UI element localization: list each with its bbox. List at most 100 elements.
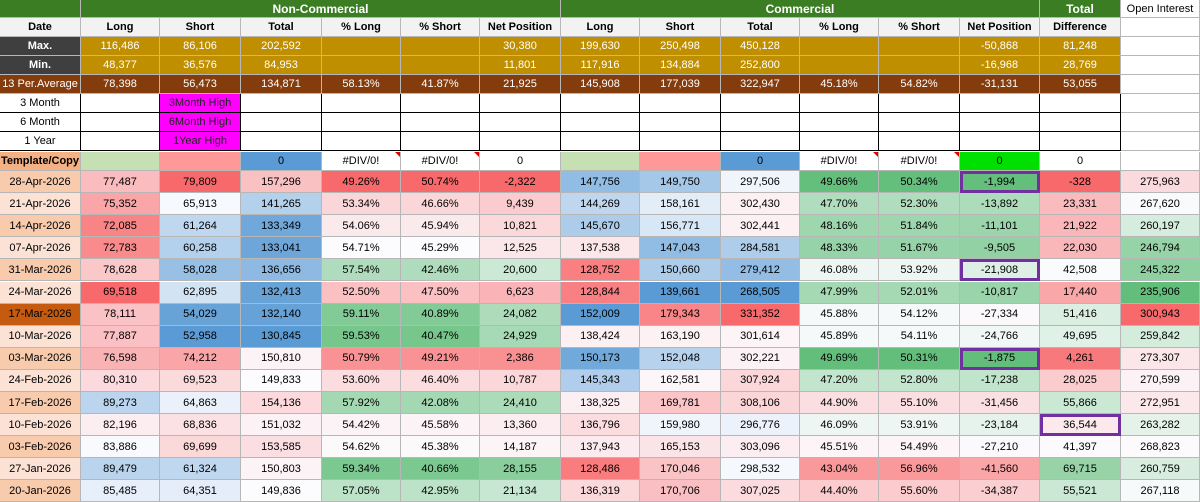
total-header[interactable]: Total (1040, 0, 1121, 18)
data-cell[interactable]: 78,111 (81, 303, 160, 326)
summary-blank[interactable] (1121, 75, 1200, 94)
data-cell[interactable]: 52.50% (322, 281, 401, 304)
data-cell[interactable]: 54.49% (879, 436, 960, 459)
data-cell[interactable]: 21,922 (1040, 215, 1121, 238)
template-cell[interactable]: 0 (1040, 152, 1121, 171)
data-cell[interactable]: 54,029 (160, 303, 241, 326)
date-cell[interactable]: 14-Apr-2026 (0, 215, 81, 238)
period-label-1[interactable]: 6 Month (0, 113, 81, 132)
summary-cell[interactable]: 250,498 (640, 37, 721, 56)
data-cell[interactable]: 42.46% (401, 259, 480, 282)
commercial-header[interactable]: Commercial (561, 0, 1040, 18)
period-cell[interactable] (241, 132, 322, 151)
data-cell[interactable]: 20,600 (480, 259, 561, 282)
period-cell[interactable] (879, 132, 960, 151)
date-cell[interactable]: 03-Feb-2026 (0, 436, 81, 459)
data-cell[interactable]: 64,863 (160, 392, 241, 415)
data-cell[interactable]: 54.06% (322, 215, 401, 238)
summary-cell[interactable]: 134,871 (241, 75, 322, 94)
data-cell[interactable]: 43.04% (800, 458, 879, 481)
summary-cell[interactable] (322, 56, 401, 75)
template-cell[interactable]: #DIV/0! (879, 152, 960, 171)
data-cell[interactable]: 147,756 (561, 171, 640, 194)
period-cell[interactable] (401, 94, 480, 113)
data-cell[interactable]: -27,334 (960, 303, 1040, 326)
data-cell[interactable]: 22,030 (1040, 237, 1121, 260)
data-cell[interactable]: 260,197 (1121, 215, 1200, 238)
template-cell[interactable]: 0 (960, 152, 1040, 171)
period-cell[interactable] (1040, 94, 1121, 113)
period-cell[interactable] (81, 113, 160, 132)
data-cell[interactable]: 153,585 (241, 436, 322, 459)
data-cell[interactable]: 128,844 (561, 281, 640, 304)
data-cell[interactable]: 17,440 (1040, 281, 1121, 304)
data-cell[interactable]: 49.69% (800, 347, 879, 370)
column-header-8[interactable]: Short (640, 18, 721, 37)
data-cell[interactable]: 133,349 (241, 215, 322, 238)
data-cell[interactable]: 62,895 (160, 281, 241, 304)
period-cell[interactable] (640, 113, 721, 132)
data-cell[interactable]: 44.40% (800, 480, 879, 502)
data-cell[interactable]: 21,134 (480, 480, 561, 502)
data-cell[interactable]: 149,836 (241, 480, 322, 502)
data-cell[interactable]: 150,660 (640, 259, 721, 282)
data-cell[interactable]: 163,190 (640, 325, 721, 348)
data-cell[interactable]: 151,032 (241, 414, 322, 437)
date-cell[interactable]: 21-Apr-2026 (0, 193, 81, 216)
data-cell[interactable]: 42,508 (1040, 259, 1121, 282)
data-cell[interactable]: 24,929 (480, 325, 561, 348)
template-cell[interactable]: #DIV/0! (322, 152, 401, 171)
data-cell[interactable]: 162,581 (640, 369, 721, 392)
data-cell[interactable]: 260,759 (1121, 458, 1200, 481)
data-cell[interactable]: 54.12% (879, 303, 960, 326)
date-cell[interactable]: 03-Mar-2026 (0, 347, 81, 370)
data-cell[interactable]: 52.30% (879, 193, 960, 216)
summary-blank[interactable] (1121, 37, 1200, 56)
date-cell[interactable]: 20-Jan-2026 (0, 480, 81, 502)
data-cell[interactable]: 302,430 (721, 193, 800, 216)
period-cell[interactable] (480, 132, 561, 151)
data-cell[interactable]: 42.08% (401, 392, 480, 415)
data-cell[interactable]: 77,487 (81, 171, 160, 194)
data-cell[interactable]: 45.89% (800, 325, 879, 348)
period-cell[interactable] (800, 113, 879, 132)
date-cell[interactable]: 17-Feb-2026 (0, 392, 81, 415)
summary-cell[interactable]: 56,473 (160, 75, 241, 94)
period-blank[interactable] (1121, 132, 1200, 151)
period-cell[interactable] (561, 113, 640, 132)
data-cell[interactable]: -9,505 (960, 237, 1040, 260)
period-cell[interactable] (322, 132, 401, 151)
data-cell[interactable]: 50.79% (322, 347, 401, 370)
summary-blank[interactable] (1121, 56, 1200, 75)
data-cell[interactable]: 57.05% (322, 480, 401, 502)
data-cell[interactable]: 2,386 (480, 347, 561, 370)
column-header-13[interactable]: Difference (1040, 18, 1121, 37)
column-header-6[interactable]: Net Position (480, 18, 561, 37)
column-header-7[interactable]: Long (561, 18, 640, 37)
data-cell[interactable]: 159,980 (640, 414, 721, 437)
data-cell[interactable]: 55,521 (1040, 480, 1121, 502)
data-cell[interactable]: 165,153 (640, 436, 721, 459)
data-cell[interactable]: 89,479 (81, 458, 160, 481)
data-cell[interactable]: 150,803 (241, 458, 322, 481)
data-cell[interactable]: 69,715 (1040, 458, 1121, 481)
summary-cell[interactable]: -16,968 (960, 56, 1040, 75)
period-cell[interactable] (480, 113, 561, 132)
data-cell[interactable]: 51.67% (879, 237, 960, 260)
data-cell[interactable]: -328 (1040, 171, 1121, 194)
column-header-9[interactable]: Total (721, 18, 800, 37)
data-cell[interactable]: 169,781 (640, 392, 721, 415)
data-cell[interactable]: 76,598 (81, 347, 160, 370)
data-cell[interactable]: 23,331 (1040, 193, 1121, 216)
data-cell[interactable]: 297,506 (721, 171, 800, 194)
data-cell[interactable]: 54.42% (322, 414, 401, 437)
summary-cell[interactable]: 81,248 (1040, 37, 1121, 56)
data-cell[interactable]: 89,273 (81, 392, 160, 415)
data-cell[interactable]: 60,258 (160, 237, 241, 260)
data-cell[interactable]: 267,620 (1121, 193, 1200, 216)
date-cell[interactable]: 17-Mar-2026 (0, 303, 81, 326)
data-cell[interactable]: 263,282 (1121, 414, 1200, 437)
summary-cell[interactable]: 28,769 (1040, 56, 1121, 75)
summary-cell[interactable]: 53,055 (1040, 75, 1121, 94)
data-cell[interactable]: 144,269 (561, 193, 640, 216)
